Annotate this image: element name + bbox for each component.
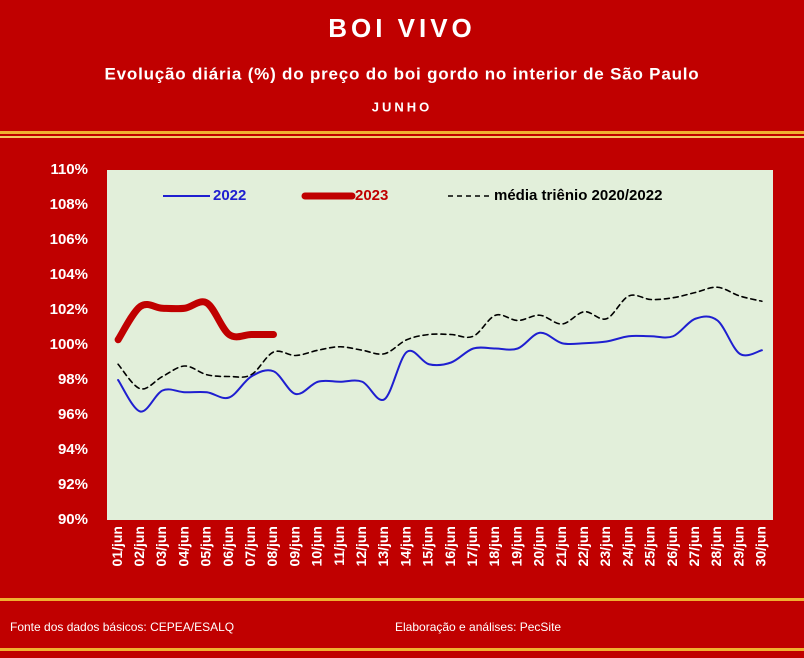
divider <box>0 136 804 138</box>
y-tick-label: 94% <box>58 441 88 458</box>
x-tick-label: 07/jun <box>242 526 258 566</box>
series-line <box>117 315 763 413</box>
x-tick-label: 29/jun <box>730 526 746 566</box>
y-tick-label: 90% <box>58 511 88 528</box>
plot-area <box>107 170 773 520</box>
x-tick-label: 22/jun <box>575 526 591 566</box>
x-tick-label: 28/jun <box>708 526 724 566</box>
period: JUNHO <box>372 99 433 114</box>
legend-label: 2023 <box>355 187 388 204</box>
x-tick-label: 20/jun <box>531 526 547 566</box>
credit: Elaboração e análises: PecSite <box>395 620 561 634</box>
x-tick-label: 13/jun <box>375 526 391 566</box>
y-tick-label: 96% <box>58 406 88 423</box>
x-tick-label: 23/jun <box>597 526 613 566</box>
chart-title: BOI VIVO <box>328 13 476 43</box>
x-tick-label: 24/jun <box>619 526 635 566</box>
divider <box>0 648 804 651</box>
x-tick-label: 12/jun <box>353 526 369 566</box>
y-tick-label: 110% <box>50 161 88 178</box>
source: Fonte dos dados básicos: CEPEA/ESALQ <box>10 620 234 634</box>
y-tick-label: 98% <box>58 371 88 388</box>
x-tick-label: 03/jun <box>153 526 169 566</box>
series-line <box>117 286 763 390</box>
x-tick-label: 30/jun <box>753 526 769 566</box>
x-tick-label: 21/jun <box>553 526 569 566</box>
series-line <box>114 298 277 344</box>
x-tick-label: 15/jun <box>420 526 436 566</box>
x-tick-label: 19/jun <box>508 526 524 566</box>
y-tick-label: 104% <box>50 266 88 283</box>
y-tick-label: 108% <box>50 196 88 213</box>
x-tick-label: 06/jun <box>220 526 236 566</box>
x-tick-label: 05/jun <box>198 526 214 566</box>
x-tick-label: 16/jun <box>442 526 458 566</box>
subtitle: Evolução diária (%) do preço do boi gord… <box>105 64 700 83</box>
x-tick-label: 04/jun <box>175 526 191 566</box>
legend-label: média triênio 2020/2022 <box>494 187 662 204</box>
y-tick-label: 100% <box>50 336 88 353</box>
legend-label: 2022 <box>213 187 246 204</box>
x-tick-label: 10/jun <box>309 526 325 566</box>
x-tick-label: 02/jun <box>131 526 147 566</box>
y-tick-label: 106% <box>50 231 88 248</box>
x-tick-label: 27/jun <box>686 526 702 566</box>
x-tick-label: 18/jun <box>486 526 502 566</box>
x-tick-label: 26/jun <box>664 526 680 566</box>
x-tick-label: 09/jun <box>286 526 302 566</box>
x-tick-label: 01/jun <box>109 526 125 566</box>
x-tick-label: 14/jun <box>397 526 413 566</box>
x-tick-label: 17/jun <box>464 526 480 566</box>
x-tick-label: 11/jun <box>331 526 347 566</box>
y-tick-label: 92% <box>58 476 88 493</box>
divider <box>0 131 804 134</box>
x-tick-label: 25/jun <box>642 526 658 566</box>
y-tick-label: 102% <box>50 301 88 318</box>
x-tick-label: 08/jun <box>264 526 280 566</box>
divider <box>0 598 804 601</box>
